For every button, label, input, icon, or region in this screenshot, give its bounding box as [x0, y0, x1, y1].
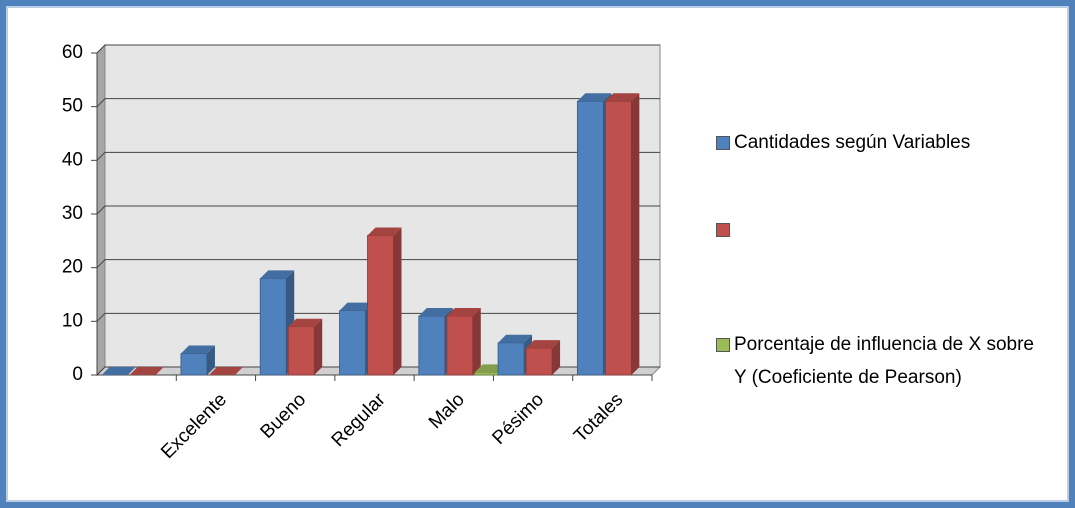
legend-swatch: [716, 338, 730, 352]
bar-side: [393, 227, 402, 375]
y-tick-label: 10: [62, 310, 83, 331]
bar-side: [206, 345, 215, 375]
y-tick-label: 0: [72, 364, 83, 385]
bar-front: [259, 277, 287, 376]
bar-front: [497, 342, 525, 376]
bar-front: [446, 315, 474, 376]
bar-front: [418, 315, 446, 376]
x-tick-label: Regular: [328, 389, 390, 451]
bar-front: [474, 371, 502, 376]
grid-line: [96, 44, 660, 54]
x-tick-label: Excelente: [157, 389, 231, 463]
bar-front: [287, 326, 315, 376]
bar-top: [418, 307, 453, 316]
bar-side: [552, 340, 561, 375]
bar: [525, 340, 561, 376]
bar-top: [180, 345, 215, 354]
bar-top: [101, 367, 136, 375]
x-tick-label: Totales: [570, 389, 627, 446]
bar-top: [605, 93, 640, 102]
bar-top: [339, 302, 374, 311]
grid-line: [96, 151, 660, 161]
grid-line: [96, 259, 660, 269]
legend-swatch: [716, 223, 730, 237]
bar: [208, 367, 243, 375]
bar-top: [577, 93, 612, 102]
bar-front: [525, 347, 553, 376]
bar-front: [180, 353, 208, 376]
bar-top: [260, 270, 295, 279]
legend-label: Porcentaje de influencia de X sobre Y (C…: [734, 334, 1034, 388]
y-tick-label: 40: [62, 149, 83, 170]
bar: [101, 367, 136, 375]
bar-side: [631, 93, 640, 376]
bar: [497, 334, 533, 376]
bar-top: [526, 340, 561, 349]
x-tick-label: Pésimo: [489, 389, 549, 449]
bar-side: [472, 307, 481, 375]
bar-front: [339, 310, 366, 376]
bar-top: [288, 318, 323, 327]
bar-top: [367, 227, 402, 236]
bar-side: [314, 318, 323, 375]
bar-front: [604, 100, 632, 376]
y-tick-label: 20: [62, 257, 83, 278]
bar-top: [446, 307, 481, 316]
bar: [604, 93, 640, 376]
bar: [287, 318, 323, 376]
bar: [180, 345, 215, 376]
x-tick-label: Malo: [425, 389, 469, 433]
bar-front: [367, 235, 394, 376]
y-tick-label: 30: [62, 203, 83, 224]
bar-front: [576, 100, 604, 376]
grid-line: [96, 205, 660, 215]
legend-label: Cantidades según Variables: [734, 132, 971, 153]
grid-line: [96, 98, 660, 108]
x-tick-label: Bueno: [257, 389, 311, 443]
bar: [446, 307, 481, 376]
bar-top: [129, 367, 164, 375]
bar: [367, 227, 402, 376]
bar-top: [498, 334, 533, 343]
bar: [129, 367, 164, 375]
legend-swatch: [716, 136, 730, 150]
y-tick-label: 50: [62, 96, 83, 117]
bar-top: [208, 367, 243, 375]
y-tick-label: 60: [62, 42, 83, 63]
